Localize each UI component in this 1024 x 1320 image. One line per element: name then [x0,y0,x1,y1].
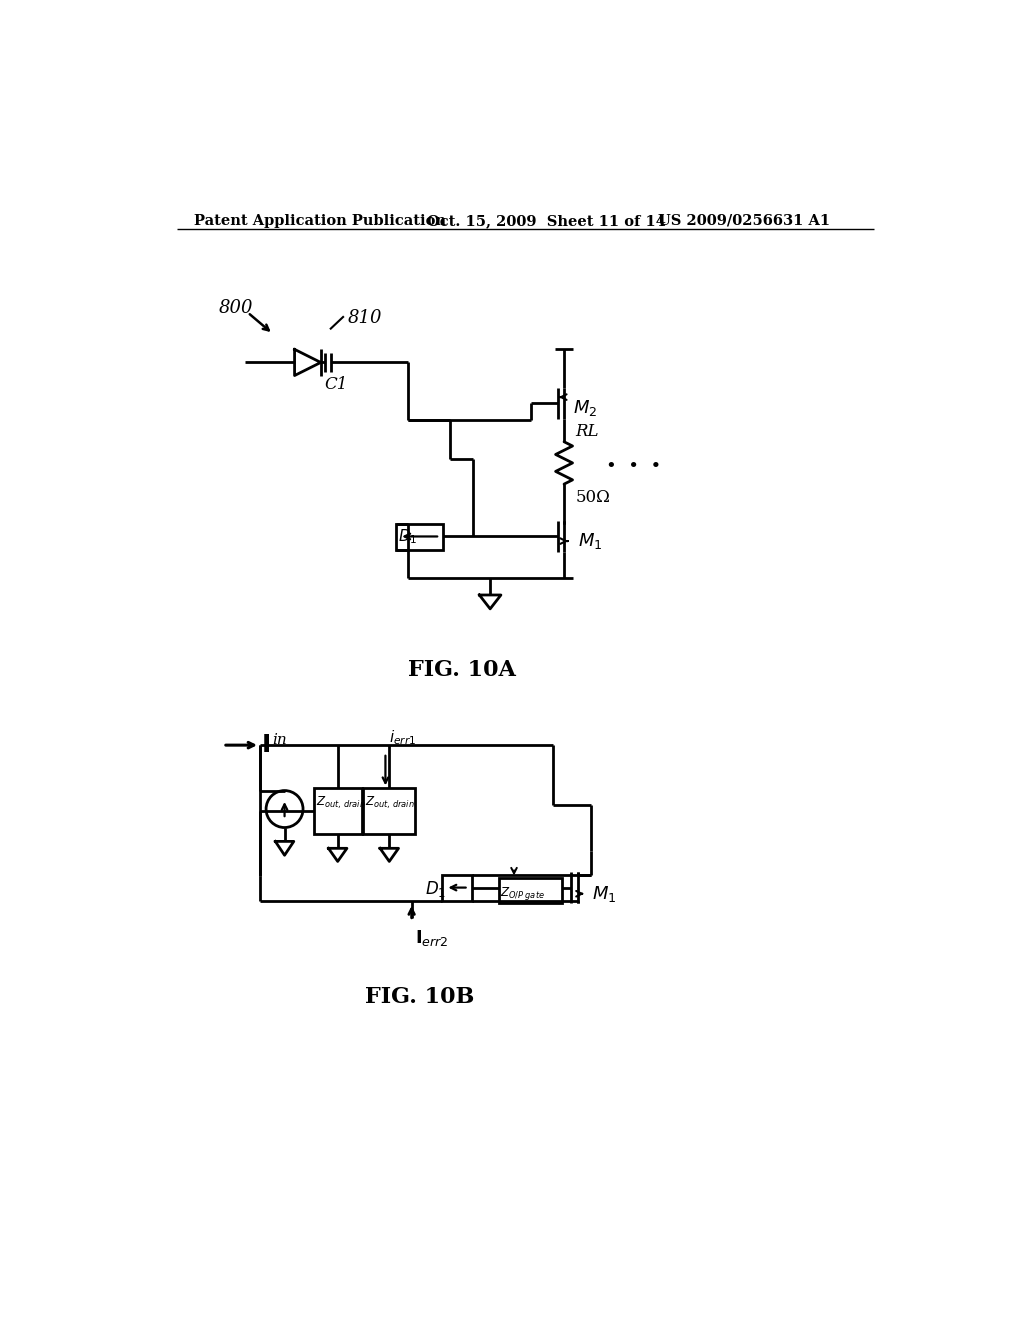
Text: •  •  •: • • • [606,457,662,475]
Text: US 2009/0256631 A1: US 2009/0256631 A1 [658,214,830,228]
Text: $M_1$: $M_1$ [578,531,602,550]
Text: FIG. 10B: FIG. 10B [366,986,475,1008]
Text: in: in [272,733,287,747]
Text: $Z_{out,\,drain}$: $Z_{out,\,drain}$ [316,795,366,810]
Text: C1: C1 [325,376,348,392]
Bar [442,875,472,902]
Text: $\mathbf{I}$: $\mathbf{I}$ [261,734,270,756]
Text: $D_1$: $D_1$ [425,879,446,899]
Bar [396,524,443,549]
Text: Oct. 15, 2009  Sheet 11 of 14: Oct. 15, 2009 Sheet 11 of 14 [427,214,666,228]
Text: FIG. 10A: FIG. 10A [408,659,516,681]
Text: $D_1$: $D_1$ [397,527,417,546]
Bar [313,788,361,834]
Text: RL: RL [575,424,599,441]
Text: $\mathbf{I}_{err2}$: $\mathbf{I}_{err2}$ [415,928,449,948]
Text: 810: 810 [348,309,382,327]
Text: 50Ω: 50Ω [575,488,610,506]
Text: $Z_{O/P\;gate}$: $Z_{O/P\;gate}$ [500,884,545,902]
Text: $M_1$: $M_1$ [592,884,616,904]
Bar [499,878,562,903]
Text: $M_2$: $M_2$ [573,397,598,418]
Text: Patent Application Publication: Patent Application Publication [194,214,445,228]
Text: 800: 800 [219,298,254,317]
Bar [364,788,416,834]
Text: $Z_{out,\,drain}$: $Z_{out,\,drain}$ [366,795,416,810]
Text: $i_{err1}$: $i_{err1}$ [388,729,416,747]
